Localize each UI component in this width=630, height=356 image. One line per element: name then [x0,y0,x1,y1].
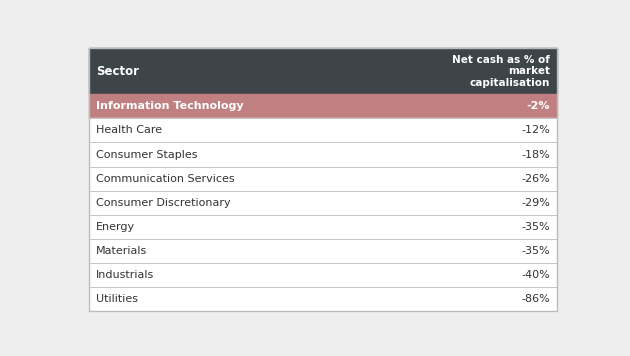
Text: -29%: -29% [521,198,550,208]
Text: -35%: -35% [521,246,550,256]
Text: -18%: -18% [521,150,550,159]
Text: Industrials: Industrials [96,270,154,280]
Text: Sector: Sector [96,65,139,78]
Text: Energy: Energy [96,222,135,232]
Bar [88,287,558,312]
Text: -2%: -2% [527,101,550,111]
Text: Materials: Materials [96,246,147,256]
Bar [88,48,558,94]
Text: Utilities: Utilities [96,294,138,304]
Text: -12%: -12% [521,125,550,135]
Text: -86%: -86% [521,294,550,304]
Text: Information Technology: Information Technology [96,101,243,111]
Bar [88,191,558,215]
Bar [88,239,558,263]
Bar [88,119,558,142]
Text: Communication Services: Communication Services [96,174,234,184]
Bar [88,167,558,191]
Text: -35%: -35% [521,222,550,232]
Bar [88,94,558,119]
Text: Consumer Discretionary: Consumer Discretionary [96,198,231,208]
Bar [88,215,558,239]
Text: Health Care: Health Care [96,125,162,135]
Text: -26%: -26% [521,174,550,184]
Bar [88,263,558,287]
Text: Consumer Staples: Consumer Staples [96,150,197,159]
Text: -40%: -40% [521,270,550,280]
Bar [88,142,558,167]
Text: Net cash as % of
market
capitalisation: Net cash as % of market capitalisation [452,54,550,88]
